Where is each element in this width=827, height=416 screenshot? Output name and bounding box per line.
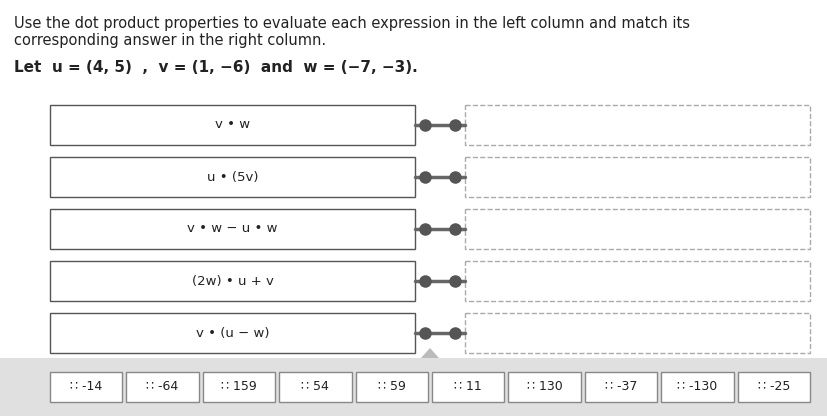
Text: ∷ 59: ∷ 59 [377,381,405,394]
Text: ∷ -37: ∷ -37 [604,381,637,394]
Text: v • (u − w): v • (u − w) [195,327,269,339]
Text: ∷ 130: ∷ 130 [526,381,562,394]
Bar [203,372,275,402]
Text: Use the dot product properties to evaluate each expression in the left column an: Use the dot product properties to evalua… [14,16,689,31]
Text: ∷ -14: ∷ -14 [70,381,103,394]
Bar [661,372,733,402]
Text: ∷ -130: ∷ -130 [676,381,717,394]
Text: corresponding answer in the right column.: corresponding answer in the right column… [14,33,326,48]
Bar [50,261,414,301]
Text: ∷ 54: ∷ 54 [301,381,329,394]
FancyBboxPatch shape [465,261,809,301]
Text: ∷ -25: ∷ -25 [757,381,789,394]
Bar [127,372,198,402]
Bar [584,372,657,402]
Bar [737,372,809,402]
Bar [0,358,827,416]
Text: ∷ -64: ∷ -64 [146,381,179,394]
Bar [508,372,580,402]
Bar [279,372,351,402]
Text: v • w − u • w: v • w − u • w [187,223,277,235]
Text: (2w) • u + v: (2w) • u + v [191,275,273,287]
Text: v • w: v • w [215,119,250,131]
FancyBboxPatch shape [465,157,809,197]
Bar [50,105,414,145]
Text: u • (5v): u • (5v) [207,171,258,183]
Polygon shape [420,348,438,358]
Text: ∷ 159: ∷ 159 [221,381,256,394]
FancyBboxPatch shape [465,105,809,145]
Bar [50,313,414,353]
FancyBboxPatch shape [465,313,809,353]
Text: Let  u = (4, 5)  ,  v = (1, −6)  and  w = (−7, −3).: Let u = (4, 5) , v = (1, −6) and w = (−7… [14,60,418,75]
Bar [355,372,428,402]
FancyBboxPatch shape [465,209,809,249]
Text: ∷ 11: ∷ 11 [454,381,481,394]
Bar [50,157,414,197]
Bar [432,372,504,402]
Bar [50,209,414,249]
Bar [50,372,122,402]
